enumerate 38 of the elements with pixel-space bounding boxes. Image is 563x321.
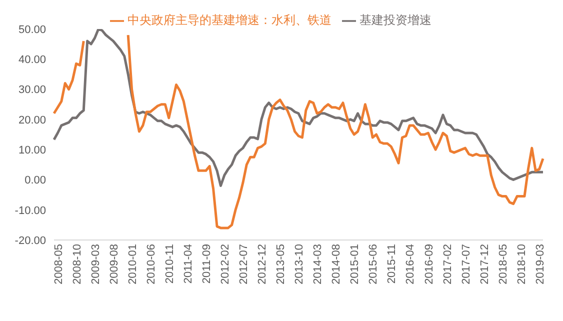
x-tick-label: 2012-02	[220, 244, 232, 284]
x-tick-label: 2014-03	[312, 244, 324, 284]
y-tick-label: 50.00	[18, 24, 46, 36]
x-tick-label: 2009-03	[90, 244, 102, 284]
y-tick-label: 40.00	[18, 54, 46, 66]
x-tick-label: 2018-05	[497, 244, 510, 284]
x-tick-label: 2009-08	[108, 244, 120, 284]
x-tick-label: 2019-03	[534, 244, 546, 284]
x-tick-label: 2010-06	[145, 244, 158, 284]
y-tick-label: -10.00	[14, 204, 46, 217]
y-tick-label: -20.00	[14, 234, 46, 247]
x-tick-label: 2016-09	[423, 244, 436, 284]
x-tick-label: 2017-12	[478, 244, 491, 284]
legend-label: 中央政府主导的基建增速：水利、铁道	[128, 13, 332, 27]
x-tick-label: 2010-11	[164, 244, 176, 284]
x-tick-label: 2008-05	[52, 244, 65, 284]
y-tick-label: 0.00	[24, 174, 46, 187]
y-tick-label: 10.00	[18, 144, 46, 156]
x-tick-label: 2011-09	[200, 244, 213, 284]
x-tick-label: 2017-02	[442, 244, 454, 284]
x-tick-label: 2013-10	[294, 244, 306, 284]
x-tick-label: 2013-05	[275, 244, 288, 284]
x-tick-label: 2018-10	[516, 244, 528, 284]
x-tick-label: 2016-04	[404, 244, 417, 284]
y-tick-label: 20.00	[18, 114, 46, 126]
x-tick-label: 2010-01	[126, 244, 139, 284]
x-tick-label: 2012-12	[256, 244, 269, 284]
x-tick-label: 2015-11	[386, 244, 398, 284]
line-series	[52, 29, 544, 187]
x-tick-label: 2011-04	[182, 244, 194, 284]
x-tick-label: 2015-01	[349, 244, 362, 284]
x-tick-label: 2015-06	[368, 244, 380, 284]
x-tick-label: 2008-10	[71, 244, 84, 284]
x-tick-label: 2014-08	[330, 244, 343, 284]
x-tick-label: 2012-07	[238, 244, 250, 284]
y-tick-label: 30.00	[18, 84, 46, 96]
x-tick-label: 2017-07	[460, 244, 472, 284]
legend-label: 基建投资增速	[360, 13, 432, 27]
